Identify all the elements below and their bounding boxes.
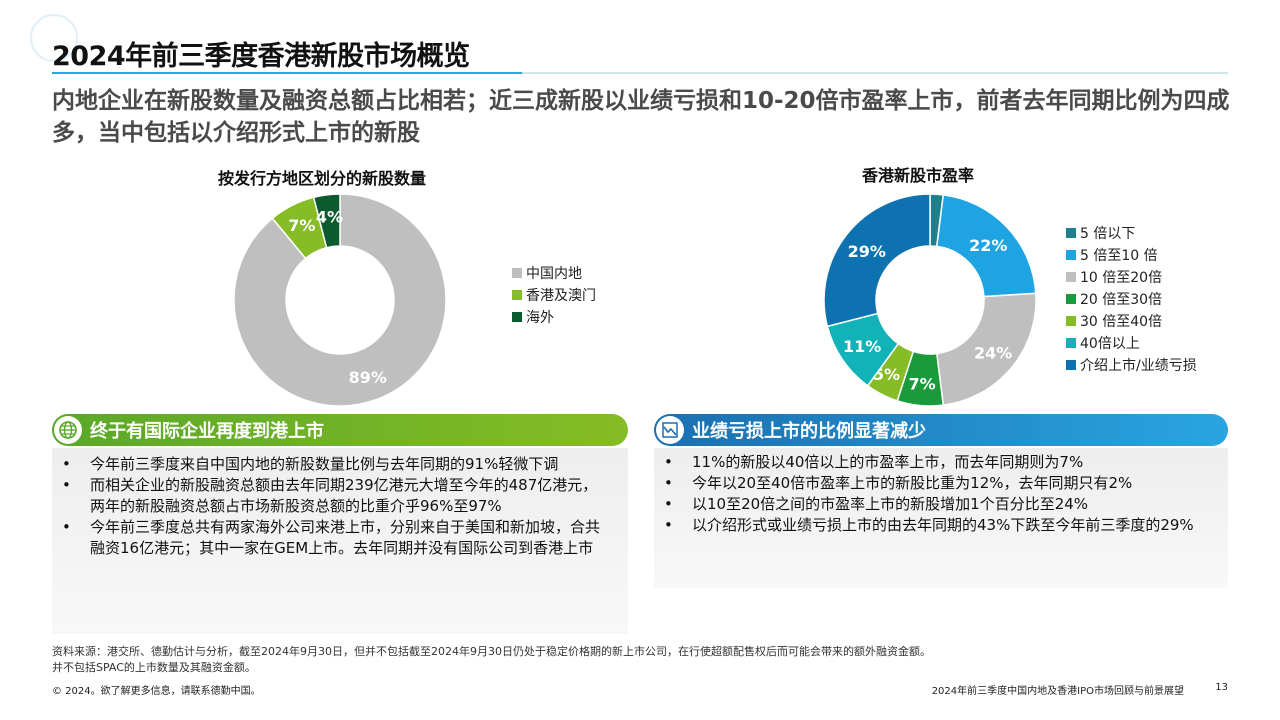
data-label-40倍以上: 11% [843, 337, 881, 356]
data-label-海外: 4% [316, 208, 343, 227]
donut-slice-10倍至20倍 [935, 292, 1037, 407]
title-divider-accent [52, 72, 522, 74]
legend-swatch [1066, 360, 1076, 370]
legend-item: 40倍以上 [1066, 332, 1197, 354]
footer-report-title: 2024年前三季度中国内地及香港IPO市场回顾与前景展望 [931, 686, 1184, 697]
data-label-中国内地: 89% [349, 368, 387, 387]
data-label-10倍至20倍: 24% [974, 343, 1012, 362]
legend-label: 5 倍至10 倍 [1080, 248, 1158, 264]
panel-header-label: 终于有国际企业再度到港上市 [90, 421, 324, 442]
legend-label: 海外 [526, 310, 554, 326]
copyright: © 2024。欲了解更多信息，请联系德勤中国。 [52, 686, 261, 697]
legend-label: 5 倍以下 [1080, 226, 1136, 242]
legend-region: 中国内地香港及澳门海外 [512, 262, 596, 328]
panel-header-international: 终于有国际企业再度到港上市 [52, 414, 628, 446]
panel-header-label: 业绩亏损上市的比例显著减少 [692, 421, 926, 442]
list-item: 今年前三季度来自中国内地的新股数量比例与去年同期的91%轻微下调 [52, 454, 612, 475]
panel-header-losses: 业绩亏损上市的比例显著减少 [654, 414, 1228, 446]
page-title: 2024年前三季度香港新股市场概览 [52, 41, 470, 72]
legend-item: 30 倍至40倍 [1066, 310, 1197, 332]
list-item: 今年前三季度总共有两家海外公司来港上市，分别来自于美国和新加坡，合共融资16亿港… [52, 517, 612, 559]
legend-swatch [512, 290, 522, 300]
donut-slice-5倍至10倍 [935, 193, 1037, 298]
legend-pe: 5 倍以下 5 倍至10 倍 10 倍至20倍 20 倍至30倍 30 倍至40倍 40倍… [1066, 222, 1197, 376]
legend-label: 香港及澳门 [526, 288, 596, 304]
chart-title-pe: 香港新股市盈率 [862, 166, 975, 185]
data-label-5倍至10倍: 22% [969, 236, 1007, 255]
chart-title-region: 按发行方地区划分的新股数量 [218, 169, 427, 188]
data-label-介绍上市-业绩亏损: 29% [848, 242, 886, 261]
globe-icon [54, 416, 82, 444]
line-chart-icon [656, 416, 684, 444]
list-item: 而相关企业的新股融资总额由去年同期239亿港元大增至今年的487亿港元，两年的新… [52, 475, 612, 517]
list-item: 今年以20至40倍市盈率上市的新股比重为12%，去年同期只有2% [654, 473, 1212, 494]
source-footnote: 资料来源：港交所、德勤估计与分析，截至2024年9月30日，但并不包括截至202… [52, 644, 931, 676]
legend-item: 10 倍至20倍 [1066, 266, 1197, 288]
panel-body-international: 今年前三季度来自中国内地的新股数量比例与去年同期的91%轻微下调 而相关企业的新… [52, 448, 628, 634]
page-subtitle: 内地企业在新股数量及融资总额占比相若；近三成新股以业绩亏损和10-20倍市盈率上… [52, 88, 1230, 146]
legend-label: 介绍上市/业绩亏损 [1080, 358, 1197, 374]
legend-item: 5 倍至10 倍 [1066, 244, 1197, 266]
donut-slice-海外 [312, 193, 341, 249]
legend-swatch [512, 312, 522, 322]
legend-swatch [1066, 338, 1076, 348]
list-item: 以10至20倍之间的市盈率上市的新股增加1个百分比至24% [654, 494, 1212, 515]
list-item: 11%的新股以40倍以上的市盈率上市，而去年同期则为7% [654, 452, 1212, 473]
legend-label: 40倍以上 [1080, 336, 1140, 352]
donut-slice-介绍上市-业绩亏损 [823, 193, 931, 328]
donut-chart-region: 89% 7% 4% [233, 193, 447, 407]
page-number: 13 [1215, 682, 1228, 693]
title-divider [52, 72, 1228, 74]
legend-item: 香港及澳门 [512, 284, 596, 306]
legend-label: 中国内地 [526, 266, 582, 282]
decorative-circle [30, 14, 78, 62]
panel-body-losses: 11%的新股以40倍以上的市盈率上市，而去年同期则为7% 今年以20至40倍市盈… [654, 448, 1228, 588]
donut-slice-中国内地 [233, 193, 447, 407]
legend-item: 海外 [512, 306, 596, 328]
legend-swatch [1066, 250, 1076, 260]
legend-label: 10 倍至20倍 [1080, 270, 1163, 286]
legend-item: 中国内地 [512, 262, 596, 284]
legend-swatch [1066, 272, 1076, 282]
footnote-line: 资料来源：港交所、德勤估计与分析，截至2024年9月30日，但并不包括截至202… [52, 645, 931, 658]
list-item: 以介绍形式或业绩亏损上市的由去年同期的43%下跌至今年前三季度的29% [654, 515, 1212, 536]
legend-item: 介绍上市/业绩亏损 [1066, 354, 1197, 376]
legend-swatch [1066, 294, 1076, 304]
footnote-line: 并不包括SPAC的上市数量及其融资金额。 [52, 661, 256, 674]
legend-item: 20 倍至30倍 [1066, 288, 1197, 310]
data-label-20倍至30倍: 7% [909, 375, 936, 394]
data-label-香港及澳门: 7% [288, 216, 315, 235]
legend-swatch [512, 268, 522, 278]
legend-label: 20 倍至30倍 [1080, 292, 1163, 308]
legend-swatch [1066, 316, 1076, 326]
legend-label: 30 倍至40倍 [1080, 314, 1163, 330]
legend-swatch [1066, 228, 1076, 238]
legend-item: 5 倍以下 [1066, 222, 1197, 244]
donut-chart-pe: 22%24%7%5%11%29% [823, 193, 1037, 407]
